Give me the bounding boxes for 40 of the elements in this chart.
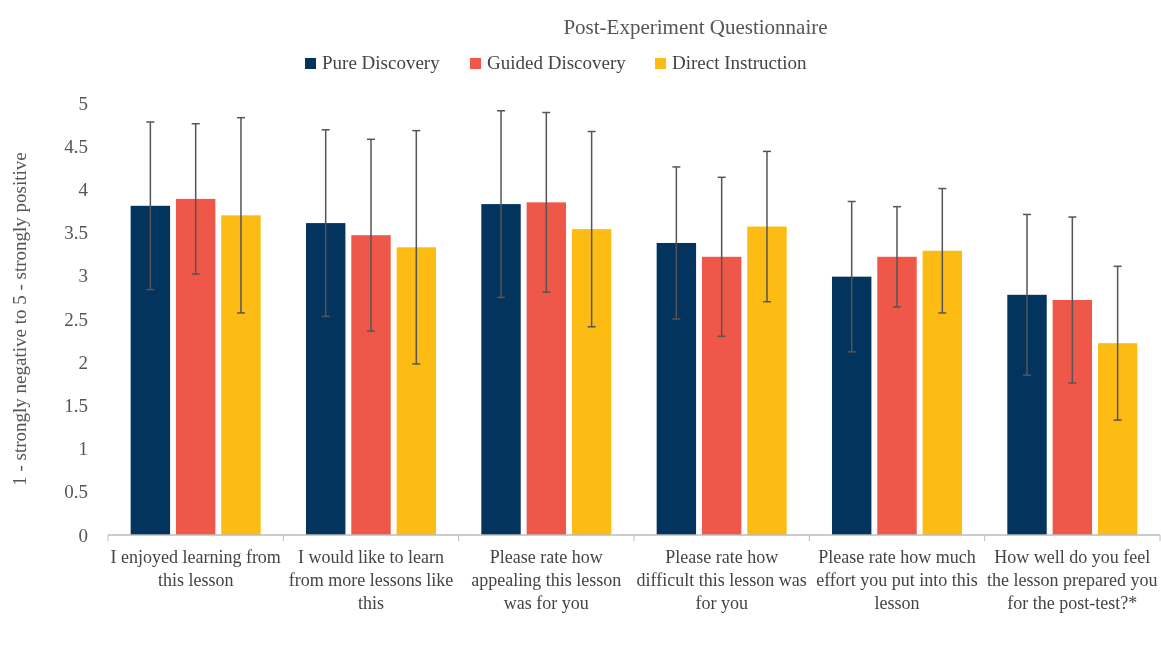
bar	[571, 229, 612, 535]
y-tick-label: 5	[78, 92, 88, 114]
y-tick-label: 2.5	[64, 308, 88, 330]
bar	[922, 250, 963, 535]
bar	[481, 204, 521, 535]
bar	[701, 256, 742, 535]
bar	[877, 256, 917, 535]
x-tick-label: How well do you feel the lesson prepared you for the post-test?*	[987, 547, 1158, 613]
y-tick-label: 0	[78, 524, 88, 546]
bar	[221, 215, 261, 535]
legend-label: Pure Discovery	[322, 52, 441, 73]
bar	[656, 242, 697, 535]
bar	[831, 276, 872, 535]
bar	[130, 205, 171, 535]
bar	[175, 198, 216, 535]
y-tick-label: 1.5	[64, 395, 88, 417]
y-tick-label: 0.5	[64, 481, 88, 503]
legend-label: Direct Instruction	[672, 52, 808, 73]
bar	[396, 247, 437, 535]
bar	[1097, 343, 1138, 535]
legend-label: Guided Discovery	[487, 52, 627, 73]
bar	[1052, 299, 1093, 535]
y-tick-label: 1	[78, 438, 88, 460]
bar	[526, 202, 567, 535]
y-tick-label: 4.5	[64, 135, 88, 157]
bar	[305, 223, 346, 535]
y-tick-label: 4	[78, 179, 89, 201]
y-tick-label: 3.5	[64, 222, 88, 244]
x-tick-label: I would like to learn from more lessons like this	[288, 547, 454, 613]
bar	[1007, 294, 1047, 535]
x-tick-label: Please rate how difficult this lesson was for you	[636, 547, 807, 613]
x-tick-label: Please rate how appealing this lesson was for you	[471, 547, 622, 613]
bar	[747, 226, 787, 535]
bar	[351, 235, 391, 535]
y-tick-label: 3	[78, 265, 88, 287]
y-tick-label: 2	[78, 351, 88, 373]
chart-title: Post-Experiment Questionnaire	[563, 15, 828, 39]
x-tick-label: I enjoyed learning from this lesson	[110, 547, 281, 590]
x-tick-label: Please rate how much effort you put into this lesson	[816, 547, 978, 613]
y-axis-title: 1 - strongly negative to 5 - strongly positive	[9, 152, 30, 486]
